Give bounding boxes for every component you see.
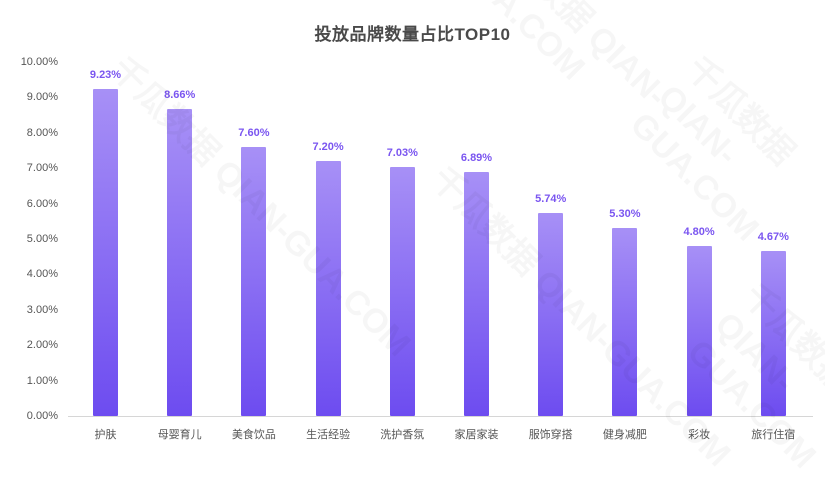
- chart-title: 投放品牌数量占比TOP10: [314, 25, 511, 44]
- x-tick-label: 母婴育儿: [157, 429, 202, 441]
- bar[interactable]: [315, 161, 341, 416]
- y-tick-label: 4.00%: [26, 268, 58, 281]
- bar-value-label: 6.89%: [460, 152, 493, 165]
- y-tick-label: 10.00%: [20, 56, 58, 68]
- x-tick-label: 服饰穿搭: [528, 429, 573, 441]
- bar[interactable]: [167, 109, 193, 416]
- x-tick-label: 护肤: [94, 429, 117, 441]
- x-tick-label: 家居家装: [454, 429, 499, 441]
- x-tick-label: 生活经验: [306, 429, 351, 441]
- y-tick-label: 8.00%: [26, 126, 58, 139]
- bar-value-label: 7.60%: [238, 126, 270, 139]
- y-tick-label: 7.00%: [26, 162, 58, 175]
- bar[interactable]: [686, 246, 712, 416]
- bar[interactable]: [612, 228, 638, 416]
- bar-value-label: 8.66%: [164, 89, 196, 102]
- x-tick-label: 健身减肥: [602, 429, 647, 441]
- bar-value-label: 4.67%: [757, 230, 789, 243]
- x-tick-label: 洗护香氛: [380, 429, 425, 441]
- x-axis-line: [68, 416, 813, 417]
- y-tick-label: 6.00%: [26, 197, 58, 210]
- bar[interactable]: [241, 146, 267, 416]
- y-tick-label: 5.00%: [26, 233, 58, 245]
- x-tick-label: 旅行住宿: [751, 429, 796, 441]
- y-tick-label: 1.00%: [26, 374, 58, 387]
- y-tick-label: 9.00%: [26, 91, 58, 104]
- bar-value-label: 4.80%: [683, 226, 715, 239]
- y-tick-label: 2.00%: [26, 339, 58, 352]
- bar[interactable]: [760, 250, 786, 416]
- bar[interactable]: [93, 89, 118, 416]
- bar-value-label: 7.03%: [386, 147, 418, 160]
- y-tick-label: 3.00%: [26, 303, 58, 316]
- bar[interactable]: [464, 172, 489, 416]
- bar[interactable]: [389, 167, 415, 416]
- x-tick-label: 彩妆: [688, 429, 711, 441]
- x-tick-label: 美食饮品: [231, 429, 276, 441]
- y-tick-label: 0.00%: [26, 410, 58, 422]
- bar-value-label: 5.30%: [609, 208, 641, 221]
- bar[interactable]: [538, 212, 564, 416]
- bar-value-label: 5.74%: [535, 192, 567, 205]
- bar-value-label: 9.23%: [89, 69, 122, 82]
- bar-value-label: 7.20%: [312, 141, 344, 154]
